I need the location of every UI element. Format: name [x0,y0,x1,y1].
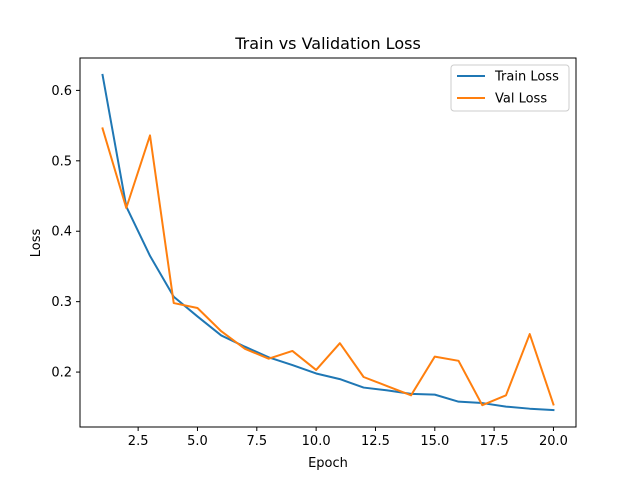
plot-area [101,73,555,412]
x-tick-label: 10.0 [302,434,331,449]
axes-frame [79,57,577,428]
x-tick-label: 15.0 [420,434,449,449]
x-axis: 2.5 5.0 7.5 10.0 12.5 15.0 17.5 20.0 [128,427,568,449]
legend: Train Loss Val Loss [450,64,570,112]
x-tick-label: 5.0 [187,434,208,449]
legend-label: Train Loss [494,70,559,85]
y-tick-label: 0.3 [51,295,72,310]
chart-title: Train vs Validation Loss [234,34,421,53]
y-axis-label: Loss [29,229,44,258]
y-axis: 0.2 0.3 0.4 0.5 0.6 [51,84,80,381]
x-tick-label: 2.5 [128,434,149,449]
x-tick-label: 17.5 [480,434,509,449]
y-tick-label: 0.4 [51,225,72,240]
series-line-train-loss [101,73,555,412]
x-axis-label: Epoch [308,456,348,471]
y-tick-label: 0.5 [51,154,72,169]
y-tick-label: 0.2 [51,366,72,381]
series-line-val-loss [101,127,555,407]
legend-label: Val Loss [495,92,547,107]
x-tick-label: 12.5 [361,434,390,449]
y-tick-label: 0.6 [51,84,72,99]
x-tick-label: 7.5 [246,434,267,449]
x-tick-label: 20.0 [539,434,568,449]
